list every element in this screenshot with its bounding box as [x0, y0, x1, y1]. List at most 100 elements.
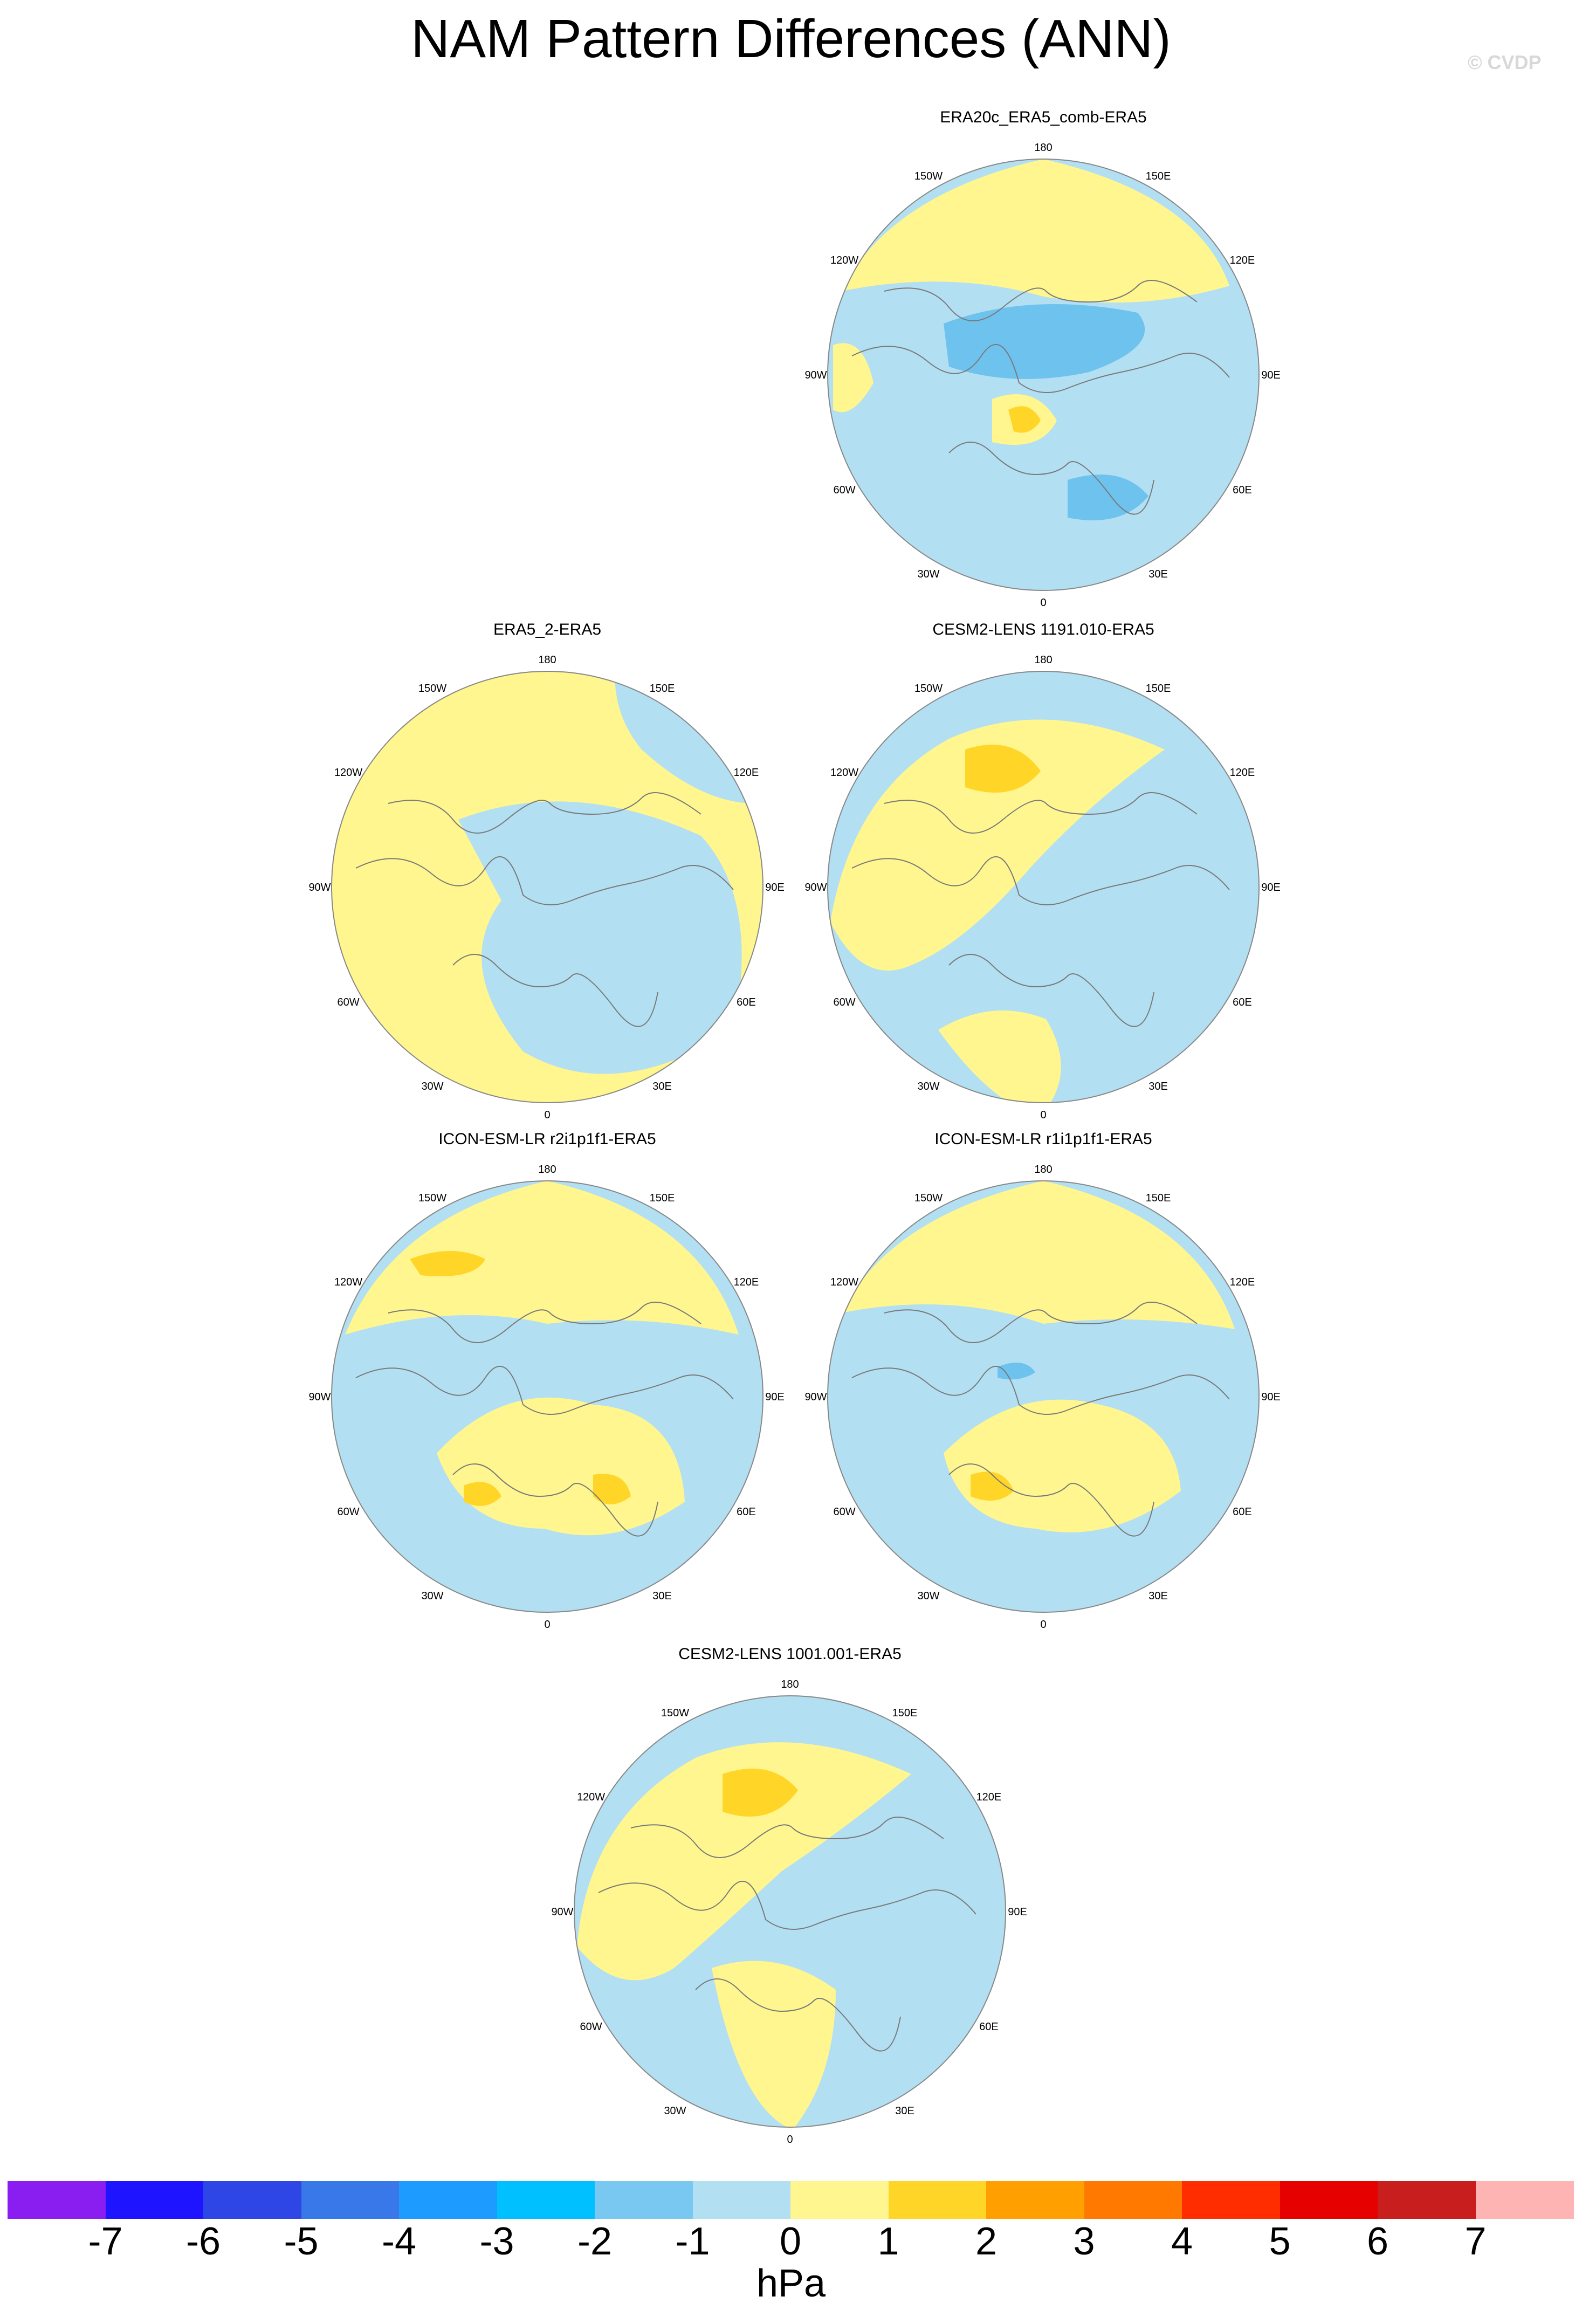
polar-map: 180 150E 120E 90E 60E 30E 0 30W 60W 90W 120W 150W — [804, 142, 1280, 609]
colorbar-box — [301, 2181, 400, 2219]
longitude-label: 60E — [979, 2021, 999, 2033]
anomaly-blob-gold — [1008, 406, 1041, 433]
anomaly-blob-light-yellow — [577, 1742, 911, 1981]
map-fill — [828, 671, 1259, 1103]
anomaly-blob-gold — [593, 1474, 631, 1504]
colorbar-box — [790, 2181, 889, 2219]
polar-map: 180 150E 120E 90E 60E 30E 0 30W 60W 90W 120W 150W — [804, 654, 1281, 1121]
colorbar-tick-label: -7 — [88, 2220, 123, 2263]
colorbar-tick-label: 4 — [1171, 2220, 1193, 2263]
longitude-label: 0 — [1040, 597, 1046, 609]
longitude-label: 120W — [830, 767, 858, 779]
longitude-label: 90W — [308, 882, 331, 893]
map-panel-6: CESM2-LENS 1001.001-ERA5 180 150E 120E 90E 6… — [534, 1645, 1046, 2162]
longitude-label: 30W — [917, 568, 939, 580]
map-outline — [331, 1180, 764, 1613]
longitude-label: 30W — [421, 1081, 443, 1092]
page-title: NAM Pattern Differences (ANN) — [411, 9, 1171, 69]
map-outline — [827, 1180, 1260, 1613]
longitude-label: 90E — [765, 1391, 785, 1403]
map-fill — [828, 1181, 1259, 1612]
longitude-label: 60W — [338, 996, 360, 1008]
longitude-label: 0 — [1040, 1619, 1046, 1631]
map-panel-3: CESM2-LENS 1191.010-ERA5 180 150E 120E 90E 6… — [787, 620, 1299, 1138]
longitude-label: 60W — [834, 484, 856, 496]
map-fill — [828, 159, 1259, 590]
longitude-label: 60W — [580, 2021, 602, 2033]
colorbar-box — [986, 2181, 1084, 2219]
colorbar-tick-label: -4 — [381, 2220, 417, 2263]
longitude-label: 60E — [1233, 1506, 1252, 1518]
longitude-label: 30W — [917, 1590, 939, 1602]
longitude-label: 90E — [1261, 1391, 1281, 1403]
polar-map: 180 150E 120E 90E 60E 30E 0 30W 60W 90W 120W 150W — [551, 1679, 1027, 2146]
longitude-label: 90E — [1261, 882, 1281, 893]
longitude-label: 30E — [652, 1081, 672, 1092]
longitude-label: 0 — [544, 1109, 550, 1121]
colorbar-tick-label: 2 — [975, 2220, 998, 2263]
longitude-label: 60W — [338, 1506, 360, 1518]
anomaly-blob-light-yellow — [830, 719, 1165, 971]
longitude-label: 90W — [804, 369, 827, 381]
anomaly-blob-mid-blue — [1068, 475, 1148, 520]
anomaly-blob-mid-blue — [998, 1363, 1035, 1380]
longitude-label: 180 — [538, 654, 556, 666]
colorbar-box — [692, 2181, 791, 2219]
coastline — [598, 1817, 976, 2052]
longitude-label: 120E — [1230, 767, 1255, 779]
longitude-label: 180 — [1034, 654, 1052, 666]
anomaly-blob-gold — [464, 1482, 501, 1506]
colorbar-box — [888, 2181, 987, 2219]
longitude-label: 150E — [892, 1707, 918, 1719]
polar-map: 180 150E 120E 90E 60E 30E 0 30W 60W 90W 120W 150W — [308, 654, 784, 1121]
longitude-label: 120E — [734, 767, 759, 779]
colorbar-units: hPa — [756, 2262, 826, 2305]
coastline — [851, 1302, 1230, 1537]
colorbar-box — [203, 2181, 301, 2219]
colorbar-box — [1378, 2181, 1476, 2219]
colorbar-tick-label: 7 — [1464, 2220, 1487, 2263]
anomaly-blob-gold — [723, 1769, 798, 1817]
longitude-label: 120E — [976, 1791, 1002, 1803]
longitude-label: 30E — [1148, 1590, 1168, 1602]
longitude-label: 120W — [830, 1276, 858, 1288]
longitude-label: 120W — [830, 255, 858, 266]
anomaly-cap-light-yellow — [345, 1181, 739, 1335]
map-outline — [331, 671, 764, 1103]
longitude-label: 90W — [804, 882, 827, 893]
longitude-label: 150E — [1146, 683, 1171, 695]
colorbar-tick-label: -5 — [284, 2220, 319, 2263]
longitude-label: 150E — [1146, 1192, 1171, 1204]
map-panel-4: ICON-ESM-LR r2i1p1f1-ERA5 180 150E 120E 90E… — [291, 1130, 803, 1647]
longitude-label: 30E — [652, 1590, 672, 1602]
longitude-label: 30E — [895, 2105, 914, 2117]
panel-title: CESM2-LENS 1191.010-ERA5 — [932, 621, 1154, 638]
anomaly-blob-gold — [965, 745, 1041, 793]
longitude-label: 120E — [734, 1276, 759, 1288]
coastline — [851, 280, 1230, 515]
longitude-label: 30W — [421, 1590, 443, 1602]
longitude-label: 150W — [914, 170, 943, 182]
anomaly-blob-light-blue — [615, 674, 755, 803]
longitude-label: 150E — [1146, 170, 1171, 182]
colorbar-tick-label: 0 — [779, 2220, 802, 2263]
colorbar — [8, 2181, 1574, 2219]
map-outline — [827, 159, 1260, 591]
longitude-label: 30E — [1148, 1081, 1168, 1092]
longitude-label: 90W — [308, 1391, 331, 1403]
longitude-label: 0 — [544, 1619, 550, 1631]
colorbar-box — [497, 2181, 595, 2219]
map-panel-5: ICON-ESM-LR r1i1p1f1-ERA5 180 150E 120E 90E… — [787, 1130, 1299, 1647]
anomaly-cap-light-yellow — [841, 159, 1229, 303]
longitude-label: 150W — [418, 683, 446, 695]
anomaly-blob-light-yellow — [712, 1961, 836, 2127]
longitude-label: 60W — [834, 1506, 856, 1518]
map-fill — [332, 671, 763, 1103]
colorbar-tick-label: 1 — [877, 2220, 899, 2263]
colorbar-box — [1084, 2181, 1182, 2219]
anomaly-blob-light-blue — [458, 801, 742, 1074]
anomaly-cap-light-yellow — [841, 1181, 1235, 1329]
panel-title: ERA20c_ERA5_comb-ERA5 — [940, 108, 1147, 126]
coastline — [851, 792, 1230, 1027]
longitude-label: 150W — [661, 1707, 689, 1719]
